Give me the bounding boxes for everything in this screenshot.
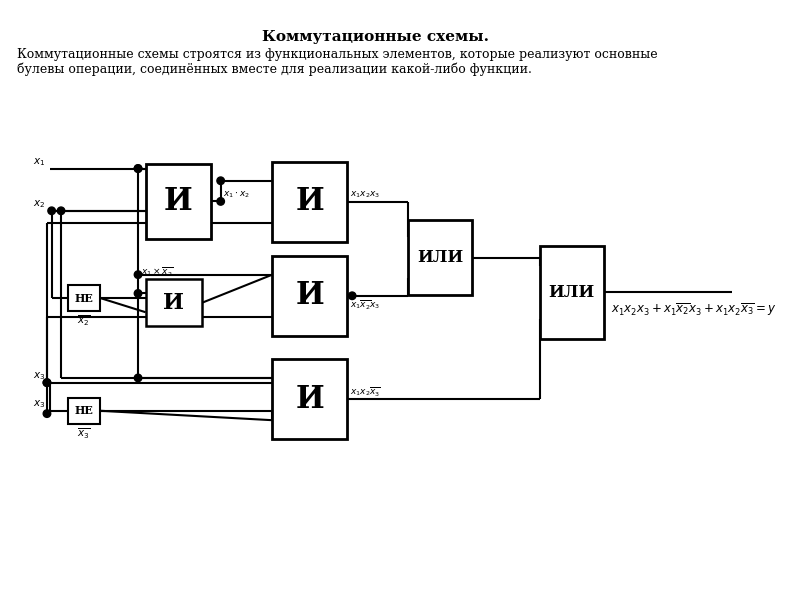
Circle shape: [217, 177, 225, 184]
FancyBboxPatch shape: [68, 398, 101, 424]
Text: ИЛИ: ИЛИ: [549, 284, 595, 301]
Text: $x_1x_2x_3 + x_1\overline{x_2}x_3 + x_1x_2\overline{x_3} = y$: $x_1x_2x_3 + x_1\overline{x_2}x_3 + x_1x…: [611, 301, 777, 318]
Text: $x_1 x_2 x_3$: $x_1 x_2 x_3$: [350, 189, 381, 200]
Text: Коммутационные схемы строятся из функциональных элементов, которые реализуют осн: Коммутационные схемы строятся из функцио…: [17, 49, 658, 61]
Circle shape: [43, 410, 50, 418]
Text: $x_1 \cdot x_2$: $x_1 \cdot x_2$: [222, 190, 250, 200]
Text: НЕ: НЕ: [74, 406, 94, 416]
Text: НЕ: НЕ: [74, 293, 94, 304]
Text: $x_3$: $x_3$: [33, 398, 46, 410]
Text: $x_1 \times \overline{x_2}$: $x_1 \times \overline{x_2}$: [141, 265, 174, 278]
FancyBboxPatch shape: [409, 220, 472, 295]
Circle shape: [217, 197, 225, 205]
Circle shape: [43, 379, 50, 386]
Text: И: И: [163, 292, 184, 314]
Circle shape: [348, 292, 356, 299]
FancyBboxPatch shape: [146, 164, 211, 239]
FancyBboxPatch shape: [272, 162, 347, 242]
Text: $x_1\overline{x_2}x_3$: $x_1\overline{x_2}x_3$: [350, 298, 381, 312]
Text: булевы операции, соединённых вместе для реализации какой-либо функции.: булевы операции, соединённых вместе для …: [17, 62, 532, 76]
Text: Коммутационные схемы.: Коммутационные схемы.: [262, 31, 489, 44]
FancyBboxPatch shape: [540, 245, 604, 340]
Text: $x_1$: $x_1$: [33, 156, 46, 168]
Text: $\overline{x_2}$: $\overline{x_2}$: [78, 313, 90, 328]
FancyBboxPatch shape: [272, 256, 347, 335]
Circle shape: [134, 271, 142, 278]
Circle shape: [134, 165, 142, 172]
FancyBboxPatch shape: [272, 359, 347, 439]
Text: $x_3$: $x_3$: [33, 370, 46, 382]
Text: И: И: [295, 383, 324, 415]
Text: $\overline{x_3}$: $\overline{x_3}$: [78, 426, 90, 440]
FancyBboxPatch shape: [68, 285, 101, 311]
Text: $x_1 x_2\overline{x_3}$: $x_1 x_2\overline{x_3}$: [350, 386, 382, 399]
FancyBboxPatch shape: [146, 280, 202, 326]
Circle shape: [134, 374, 142, 382]
Circle shape: [58, 207, 65, 215]
Text: ИЛИ: ИЛИ: [418, 249, 463, 266]
Circle shape: [43, 379, 50, 386]
Circle shape: [48, 207, 55, 215]
Text: $x_2$: $x_2$: [33, 199, 45, 210]
Text: И: И: [295, 280, 324, 311]
Text: И: И: [164, 186, 193, 217]
Text: И: И: [295, 187, 324, 217]
Circle shape: [134, 165, 142, 172]
Circle shape: [134, 290, 142, 297]
